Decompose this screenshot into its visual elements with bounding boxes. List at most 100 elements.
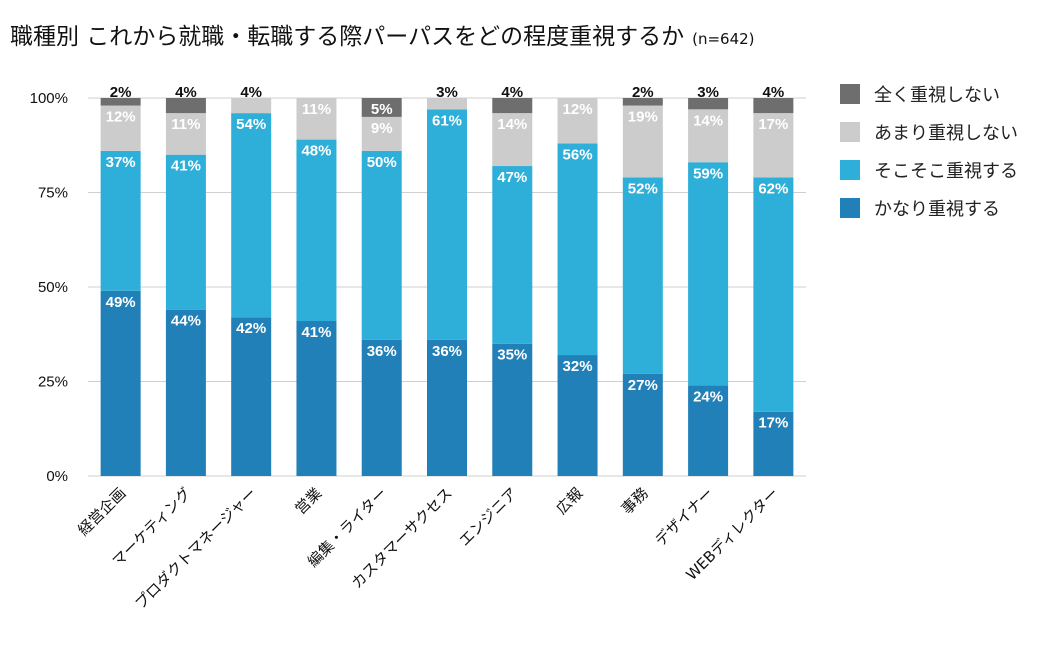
data-label: 44% bbox=[171, 313, 201, 330]
bar-segment bbox=[100, 290, 141, 476]
bar-segment bbox=[622, 373, 663, 476]
data-label: 41% bbox=[171, 158, 201, 175]
bar-segment bbox=[231, 317, 272, 476]
bar-segment bbox=[427, 339, 467, 476]
legend-label: 全く重視しない bbox=[874, 85, 1000, 106]
bar-segment bbox=[361, 150, 402, 340]
bar-segment bbox=[622, 98, 663, 106]
data-label: 14% bbox=[693, 112, 723, 129]
data-label: 9% bbox=[371, 120, 393, 137]
data-label: 48% bbox=[301, 143, 331, 160]
data-label: 50% bbox=[367, 154, 397, 171]
bar-segment bbox=[753, 411, 794, 476]
data-label: 2% bbox=[110, 84, 132, 101]
legend-swatch bbox=[840, 122, 860, 142]
bar-segment bbox=[688, 162, 729, 386]
y-axis-ticks: 0% 25% 50% 75% 100% bbox=[30, 90, 68, 485]
data-label: 52% bbox=[628, 180, 658, 197]
y-tick-label: 25% bbox=[38, 374, 68, 391]
bar-segment bbox=[492, 166, 533, 344]
legend-label: あまり重視しない bbox=[874, 123, 1018, 144]
bar-segment bbox=[231, 113, 272, 318]
bars bbox=[100, 98, 794, 476]
y-tick-label: 0% bbox=[46, 468, 68, 485]
data-label: 3% bbox=[697, 84, 719, 101]
data-label: 12% bbox=[563, 101, 593, 118]
legend-swatch bbox=[840, 198, 860, 218]
bar-segment bbox=[165, 98, 206, 114]
bar-segment bbox=[427, 109, 467, 340]
bar-segment bbox=[622, 105, 663, 178]
data-label: 27% bbox=[628, 377, 658, 394]
data-label: 14% bbox=[497, 116, 527, 133]
bar-segment bbox=[100, 150, 141, 291]
bar-segment bbox=[557, 98, 598, 144]
legend-label: かなり重視する bbox=[874, 199, 1000, 220]
legend-swatch bbox=[840, 84, 860, 104]
x-category-label: 事務 bbox=[618, 484, 652, 518]
bar-segment bbox=[296, 139, 337, 322]
data-label: 17% bbox=[758, 415, 788, 432]
bar-segment bbox=[492, 343, 533, 476]
data-label: 4% bbox=[240, 84, 262, 101]
bar-segment bbox=[557, 143, 598, 356]
bar-segment bbox=[231, 98, 272, 114]
data-label: 3% bbox=[436, 84, 458, 101]
data-label: 47% bbox=[497, 169, 527, 186]
data-label: 4% bbox=[501, 84, 523, 101]
x-category-label: エンジニア bbox=[455, 484, 521, 550]
data-label: 11% bbox=[302, 101, 331, 118]
x-category-label: デザイナー bbox=[651, 484, 717, 550]
data-label: 32% bbox=[563, 358, 593, 375]
y-tick-label: 100% bbox=[30, 90, 68, 107]
bar-segment bbox=[753, 177, 794, 412]
bar-segment bbox=[492, 113, 533, 167]
bar-segment bbox=[361, 339, 402, 476]
data-label: 54% bbox=[236, 116, 266, 133]
bar-segment bbox=[622, 177, 663, 374]
data-label: 19% bbox=[628, 109, 658, 126]
bar-segment bbox=[753, 113, 794, 178]
bar-segment bbox=[688, 109, 729, 163]
data-label: 11% bbox=[171, 116, 200, 133]
data-label: 5% bbox=[371, 101, 393, 118]
x-category-label: プロダクトマネージャー bbox=[131, 484, 260, 613]
bar-segment bbox=[688, 98, 729, 110]
bar-segment bbox=[361, 116, 402, 151]
data-label: 42% bbox=[236, 320, 266, 337]
bar-segment bbox=[165, 309, 206, 476]
x-category-label: 広報 bbox=[552, 484, 586, 518]
bar-segment bbox=[688, 385, 729, 476]
data-label: 4% bbox=[175, 84, 197, 101]
data-label: 12% bbox=[106, 109, 136, 126]
data-label: 17% bbox=[758, 116, 788, 133]
bar-segment bbox=[492, 98, 533, 114]
chart-subtitle: (n=642) bbox=[692, 30, 754, 48]
x-category-label: 営業 bbox=[291, 484, 325, 518]
legend-swatch bbox=[840, 160, 860, 180]
data-label: 36% bbox=[432, 343, 462, 360]
bar-segment bbox=[165, 113, 206, 155]
bar-segment bbox=[296, 98, 337, 140]
data-label: 36% bbox=[367, 343, 397, 360]
bar-segment bbox=[753, 98, 794, 114]
y-tick-label: 50% bbox=[38, 279, 68, 296]
data-label: 49% bbox=[106, 294, 136, 311]
data-label: 4% bbox=[763, 84, 785, 101]
data-label: 41% bbox=[301, 324, 331, 341]
chart-title: 職種別 これから就職・転職する際パーパスをどの程度重視するか bbox=[10, 24, 684, 50]
bar-segment bbox=[165, 154, 206, 310]
bar-segment bbox=[361, 98, 402, 117]
bar-segment bbox=[100, 105, 141, 151]
bar-segment bbox=[427, 98, 467, 110]
x-category-label: 経営企画 bbox=[74, 484, 129, 539]
data-labels: 49% 37% 12% 2% 44% 41% 11% 4% 42% 54% 4% 41% 48% 11% 3… bbox=[106, 84, 789, 432]
bar-segment bbox=[100, 98, 141, 106]
data-label: 59% bbox=[693, 165, 723, 182]
bar-segment bbox=[557, 355, 598, 476]
data-label: 24% bbox=[693, 388, 723, 405]
bar-segment bbox=[296, 321, 337, 476]
